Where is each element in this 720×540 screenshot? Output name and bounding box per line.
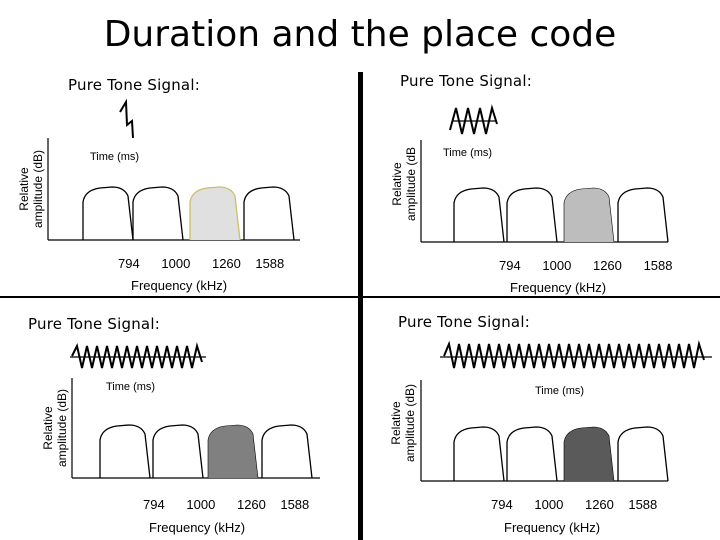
y-axis-label: Relative amplitude (dB) (17, 134, 45, 244)
tick-label: 1588 (280, 497, 310, 512)
waveform-icon (71, 342, 203, 369)
y-axis-label-line2: amplitude (dB) (55, 388, 69, 468)
tick-label: 1260 (584, 497, 614, 512)
tick-label: 1000 (534, 497, 564, 512)
signal-label: Pure Tone Signal: (398, 313, 530, 331)
filter-curve (261, 424, 313, 479)
filter-curve (243, 186, 295, 241)
time-label: Time (ms) (90, 151, 140, 163)
tick-label: 1000 (186, 497, 216, 512)
tick-labels: 794 1000 1260 1588 (143, 497, 309, 512)
time-label: Time (ms) (443, 147, 493, 159)
tick-label: 794 (499, 258, 521, 273)
y-axis-label-line2: amplitude (dB (404, 146, 418, 222)
filter-curve-active (189, 186, 241, 241)
filter-curve (132, 186, 184, 241)
horizontal-divider (0, 296, 720, 298)
filter-curve (617, 187, 669, 243)
filter-curve (99, 424, 151, 479)
tick-label: 794 (491, 497, 513, 512)
y-axis-label-line1: Relative (17, 167, 31, 211)
filter-curve-active (563, 187, 615, 243)
x-axis-label: Frequency (kHz) (149, 520, 246, 535)
filter-curve (453, 426, 505, 482)
y-axis-label-line1: Relative (41, 406, 55, 450)
tick-label: 794 (143, 497, 165, 512)
filter-curve (82, 186, 134, 241)
tick-label: 1000 (542, 258, 572, 273)
tick-label: 1588 (643, 258, 673, 273)
tick-labels: 794 1000 1260 1588 (491, 497, 657, 512)
page-title: Duration and the place code (103, 14, 617, 55)
waveform-icon (119, 98, 134, 139)
y-axis-label-line1: Relative (390, 162, 404, 206)
x-axis-label: Frequency (kHz) (510, 280, 607, 295)
tick-label: 1588 (255, 256, 285, 271)
x-axis-label: Frequency (kHz) (131, 278, 228, 293)
tick-label: 794 (118, 256, 140, 271)
filter-curve (506, 187, 558, 243)
y-axis-label-line2: amplitude (dB) (403, 383, 417, 463)
y-axis-label-line1: Relative (389, 401, 403, 445)
waveform-icon (443, 340, 705, 369)
tick-label: 1260 (236, 497, 266, 512)
filter-curve-active (563, 426, 615, 482)
y-axis-label: Relative amplitude (dB (390, 129, 418, 239)
tick-label: 1000 (161, 256, 191, 271)
y-axis-label-line2: amplitude (dB) (31, 149, 45, 229)
filter-curve (453, 187, 505, 243)
filter-curve (152, 424, 204, 479)
time-label: Time (ms) (535, 385, 585, 397)
tick-label: 1260 (592, 258, 622, 273)
vertical-divider (358, 72, 363, 540)
tick-labels: 794 1000 1260 1588 (118, 256, 284, 271)
tick-label: 1588 (628, 497, 658, 512)
waveform-icon (449, 104, 498, 135)
filter-curve (617, 426, 669, 482)
filter-curve-active (207, 424, 259, 479)
tick-label: 1260 (211, 256, 241, 271)
signal-label: Pure Tone Signal: (68, 76, 200, 94)
x-axis-label: Frequency (kHz) (504, 520, 601, 535)
y-axis-label: Relative amplitude (dB) (41, 373, 69, 483)
tick-labels: 794 1000 1260 1588 (499, 258, 672, 273)
signal-label: Pure Tone Signal: (28, 315, 160, 333)
signal-label: Pure Tone Signal: (400, 72, 532, 90)
time-label: Time (ms) (106, 381, 156, 393)
y-axis-label: Relative amplitude (dB) (389, 368, 417, 478)
filter-curve (506, 426, 558, 482)
